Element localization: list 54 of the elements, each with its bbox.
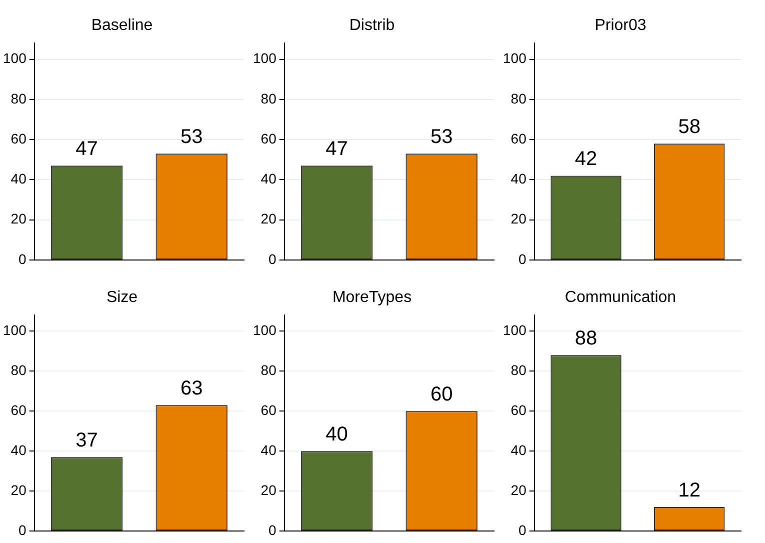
y-tick-label: 100 [3,322,27,338]
chart-title: Size [106,289,138,306]
data-label: 37 [76,430,98,452]
data-label: 53 [180,126,203,148]
chart-title: Communication [564,289,676,306]
chart-title: MoreTypes [332,289,412,306]
y-tick-label: 0 [268,522,277,538]
y-tick-label: 60 [510,402,527,418]
y-tick-label: 100 [503,322,527,338]
data-label: 88 [574,328,598,350]
y-tick-label: 100 [3,50,27,66]
y-tick-label: 20 [510,482,527,498]
data-label: 47 [326,138,348,160]
y-tick-label: 80 [10,362,27,378]
y-tick-label: 0 [18,250,27,267]
chart-title: Distrib [349,17,395,34]
y-tick-label: 60 [10,402,27,418]
data-label: 53 [430,126,453,148]
y-tick-label: 0 [518,522,527,538]
y-tick-label: 20 [510,210,527,227]
y-tick-label: 20 [10,482,27,498]
y-tick-label: 80 [510,90,527,106]
y-tick-label: 80 [10,90,27,106]
y-tick-label: 20 [260,482,277,498]
y-tick-label: 40 [510,170,527,187]
y-tick-label: 0 [18,522,27,538]
data-label: 40 [326,424,348,446]
y-tick-label: 60 [260,402,277,418]
data-label: 12 [678,480,700,502]
chart-title: Baseline [91,17,153,34]
data-label: 42 [574,148,598,170]
y-tick-label: 60 [10,130,27,146]
y-tick-label: 100 [253,322,277,338]
y-tick-label: 40 [10,170,27,187]
y-tick-label: 40 [260,442,277,458]
y-tick-label: 80 [260,362,277,378]
y-tick-label: 40 [260,170,277,187]
y-tick-label: 0 [518,250,527,267]
y-tick-label: 100 [253,50,277,66]
y-tick-label: 0 [268,250,277,267]
y-tick-label: 80 [260,90,277,106]
chart-title: Prior03 [594,17,646,34]
data-label: 58 [678,116,700,138]
y-tick-label: 20 [10,210,27,227]
y-tick-label: 40 [510,442,527,458]
y-tick-label: 60 [260,130,277,146]
y-tick-label: 20 [260,210,277,227]
data-label: 47 [76,138,98,160]
data-label: 60 [430,384,453,406]
y-tick-label: 60 [510,130,527,146]
y-tick-label: 100 [503,50,527,66]
data-label: 63 [180,378,203,400]
y-tick-label: 40 [10,442,27,458]
y-tick-label: 80 [510,362,527,378]
